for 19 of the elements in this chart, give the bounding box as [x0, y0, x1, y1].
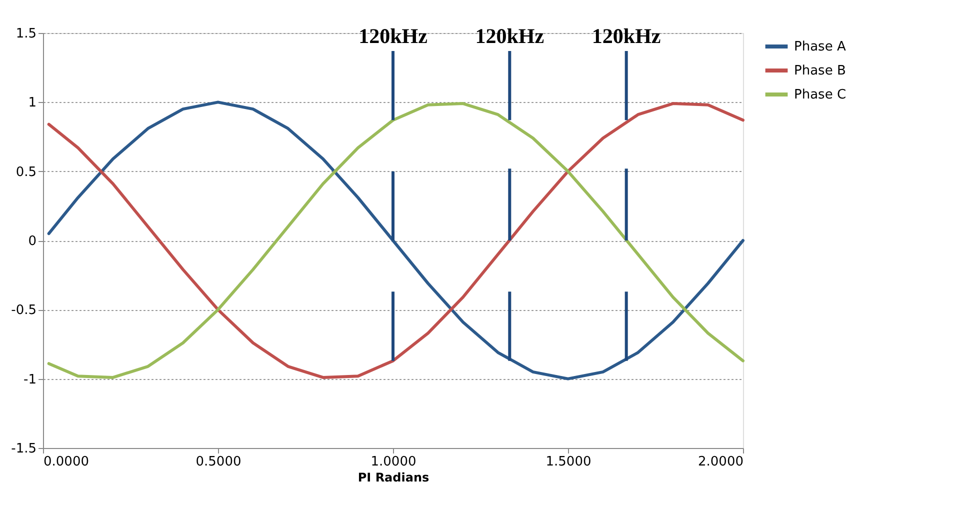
y-tick-label: -1 — [24, 372, 36, 388]
annotation: 120kHz — [592, 24, 661, 48]
legend-label: Phase B — [794, 64, 846, 78]
annotation: 120kHz — [475, 24, 544, 48]
legend-label: Phase C — [794, 88, 846, 102]
y-tick-label: -1.5 — [11, 442, 36, 456]
x-tick-label: 2.0000 — [698, 454, 744, 470]
y-tick-label: -0.5 — [11, 303, 36, 318]
x-tick-label: 1.0000 — [370, 454, 416, 470]
x-axis-title: PI Radians — [358, 470, 430, 484]
y-tick-label: 0.5 — [16, 164, 36, 180]
x-tick-label: 1.5000 — [546, 454, 592, 470]
y-tick-label: 1 — [28, 96, 36, 111]
y-tick-label: 0 — [28, 234, 36, 249]
y-tick-label: 1.5 — [16, 26, 36, 42]
x-tick-label: 0.0000 — [44, 454, 89, 470]
x-tick-label: 0.5000 — [196, 454, 242, 470]
annotation: 120kHz — [358, 24, 428, 48]
legend-label: Phase A — [794, 40, 846, 54]
